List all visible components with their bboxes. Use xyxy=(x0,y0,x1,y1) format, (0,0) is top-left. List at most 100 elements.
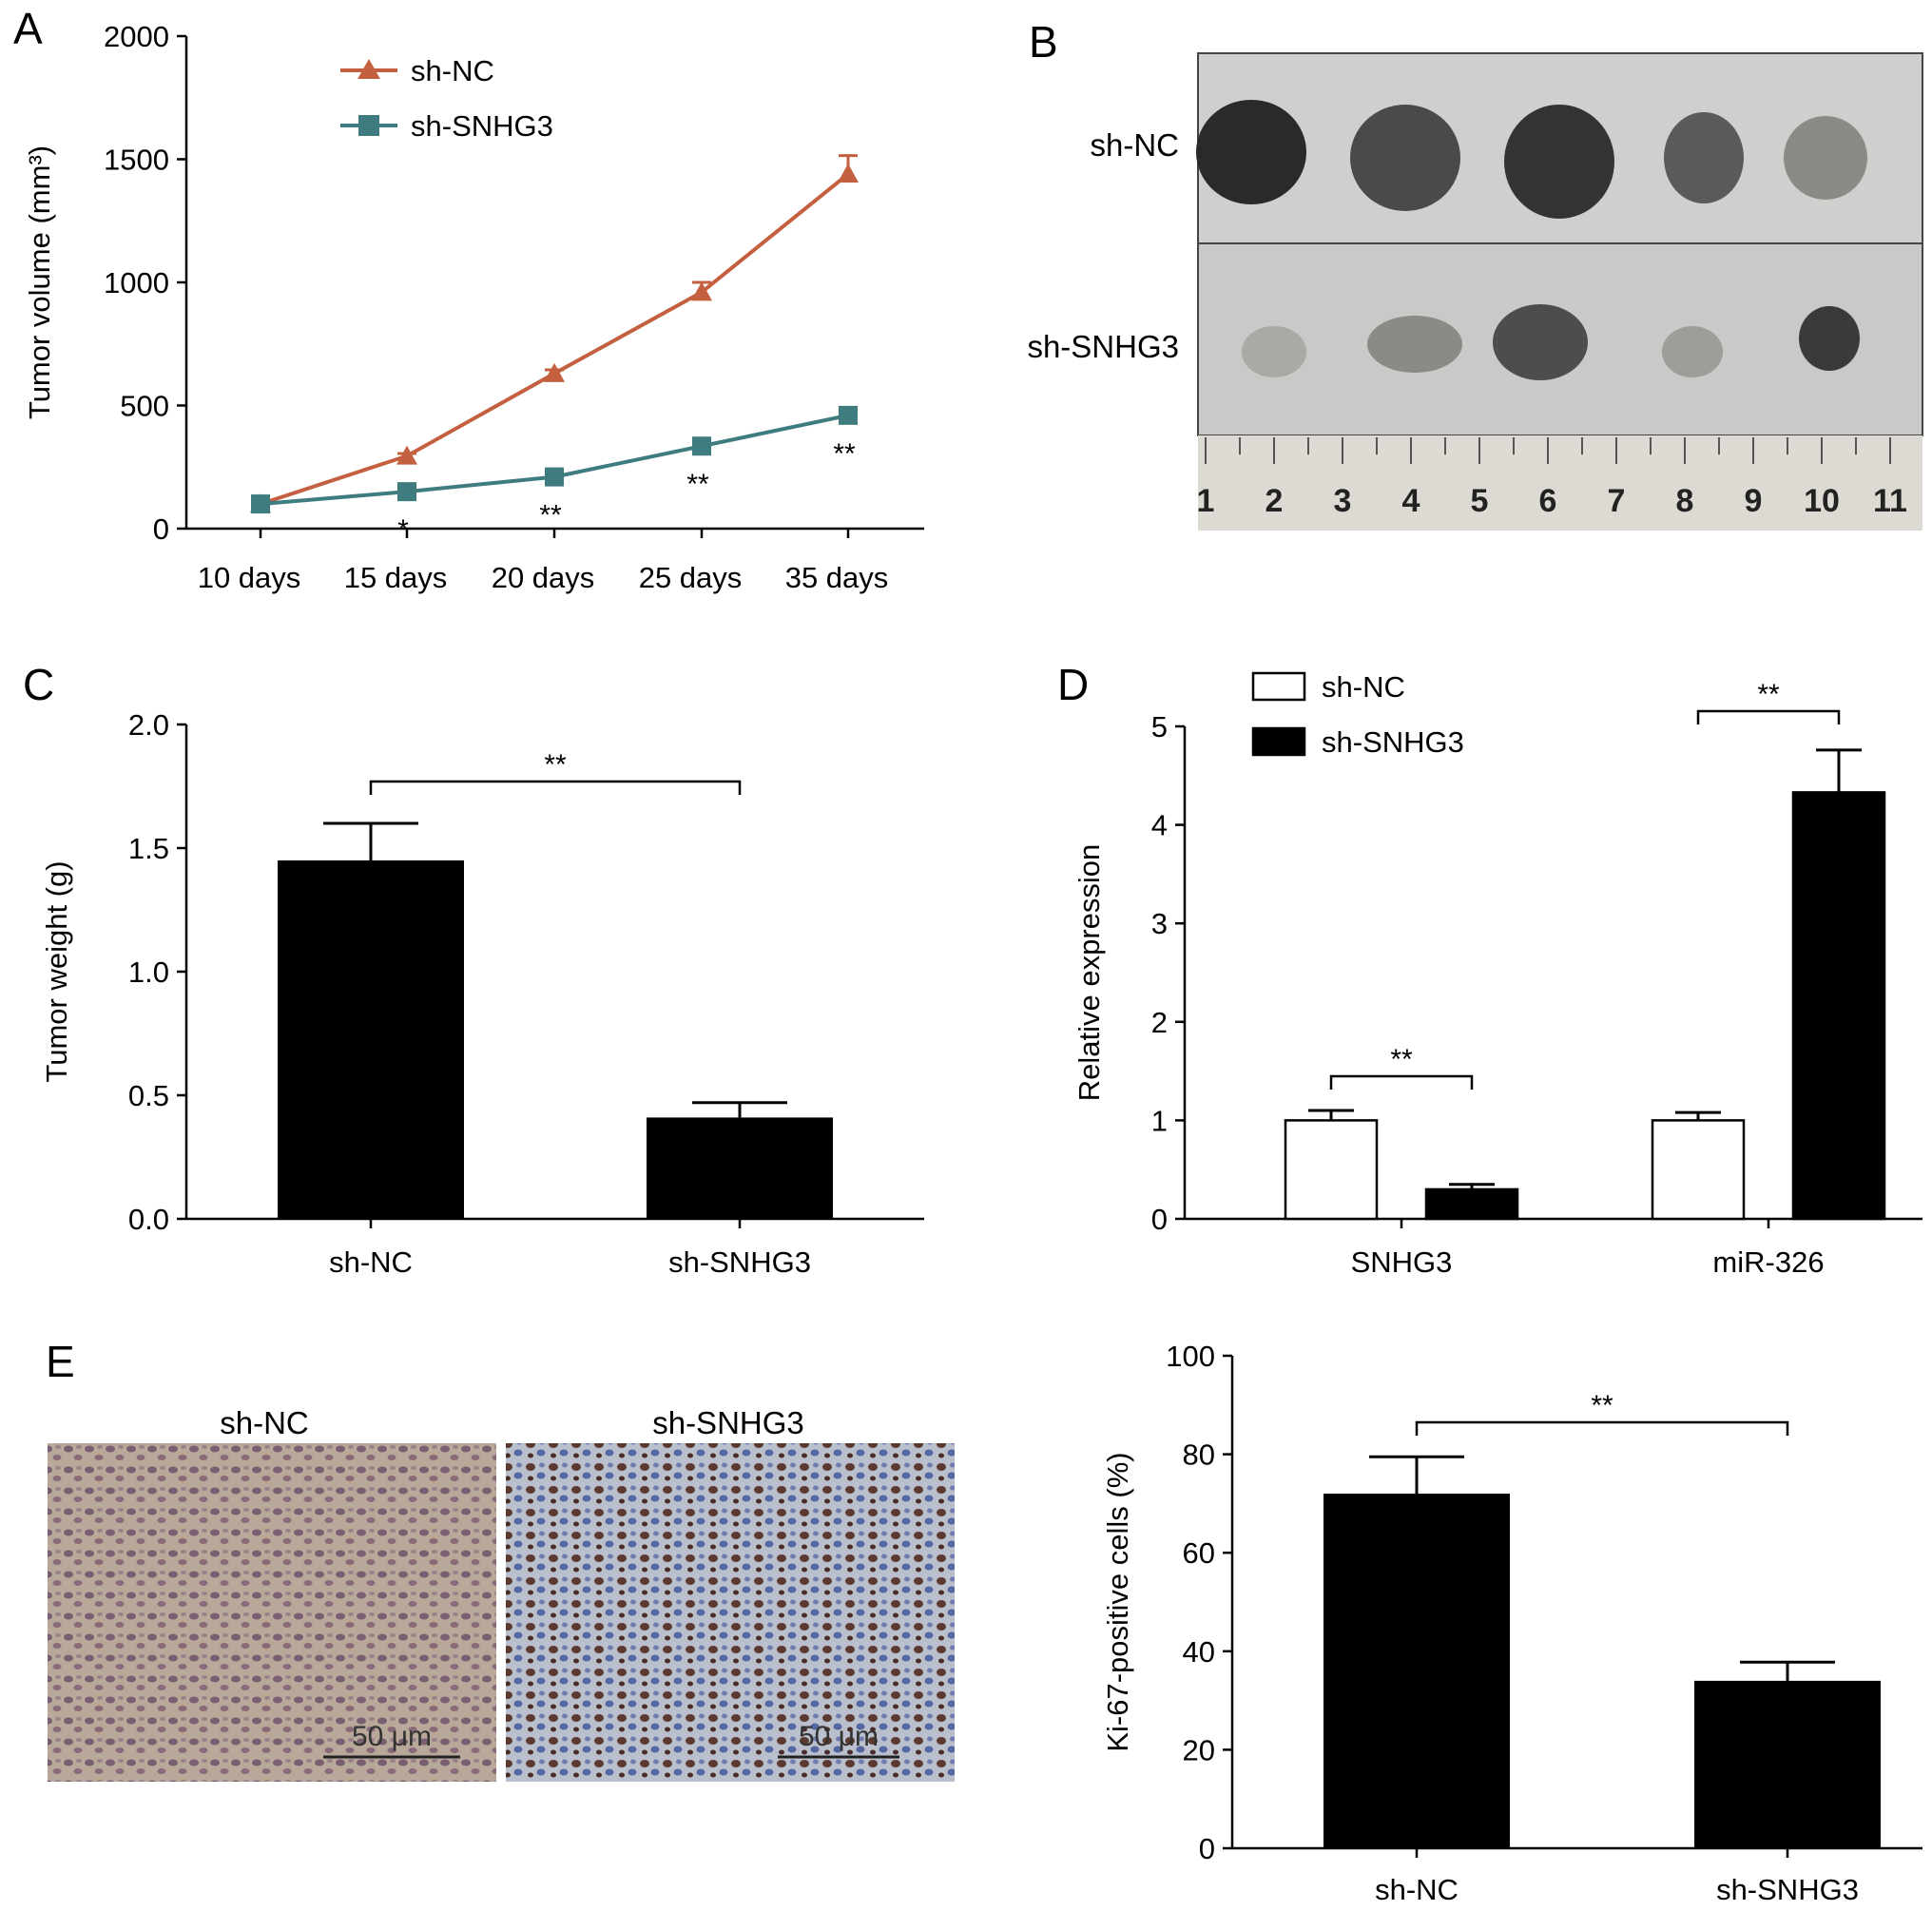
ihc-image-sh-snhg3 xyxy=(506,1443,955,1782)
ruler-number: 1 xyxy=(1197,483,1215,519)
y-tick-label: 4 xyxy=(1151,809,1168,842)
x-tick-label: sh-NC xyxy=(1375,1873,1459,1906)
ruler-number: 10 xyxy=(1804,483,1840,519)
tumor-sh-snhg3 xyxy=(1662,326,1723,377)
significance-bracket xyxy=(1329,1074,1474,1090)
data-point xyxy=(397,482,416,502)
chart-relative-expression: 0 1 2 3 4 5 Relative expression SNHG3 miR-326 ** *… xyxy=(1072,670,1922,1279)
y-axis-label: Tumor weight (g) xyxy=(40,860,73,1082)
x-tick-label: 10 days xyxy=(198,561,301,594)
y-tick-label: 100 xyxy=(1166,1340,1215,1373)
legend-label: sh-SNHG3 xyxy=(1322,725,1464,759)
y-tick-label: 20 xyxy=(1183,1733,1215,1766)
ruler-number: 3 xyxy=(1334,483,1352,519)
x-tick-label: sh-SNHG3 xyxy=(1716,1873,1859,1906)
bar-sh-SNHG3 xyxy=(647,1117,833,1219)
legend-label: sh-NC xyxy=(411,54,494,87)
significance-label: ** xyxy=(1390,1044,1413,1075)
significance-bracket xyxy=(1415,1420,1789,1436)
data-point xyxy=(544,362,565,382)
panel-label-e: E xyxy=(46,1337,75,1386)
y-tick-label: 5 xyxy=(1151,710,1168,743)
tumor-sh-snhg3 xyxy=(1367,316,1462,373)
chart-tumor-weight: 0.0 0.5 1.0 1.5 2.0 Tumor weight (g) sh-NC sh-S… xyxy=(40,708,924,1279)
panel-label-d: D xyxy=(1057,660,1089,709)
y-tick-label: 3 xyxy=(1151,907,1168,940)
bar-sh-SNHG3-SNHG3 xyxy=(1424,1187,1519,1221)
y-tick-label: 2.0 xyxy=(128,708,169,742)
x-tick-label: sh-SNHG3 xyxy=(668,1245,811,1279)
ihc-label-sh-nc: sh-NC xyxy=(220,1405,309,1440)
tumor-sh-nc xyxy=(1504,105,1614,219)
ihc-images: sh-NC sh-SNHG3 50 μm 50 μm xyxy=(48,1405,955,1782)
ihc-label-sh-snhg3: sh-SNHG3 xyxy=(652,1405,804,1440)
ruler-number: 6 xyxy=(1539,483,1557,519)
legend-label: sh-SNHG3 xyxy=(411,109,553,143)
panel-label-a: A xyxy=(13,4,43,53)
ihc-image-sh-nc xyxy=(48,1443,496,1782)
ruler-number: 8 xyxy=(1676,483,1694,519)
tumor-sh-snhg3 xyxy=(1799,306,1860,371)
data-point xyxy=(839,405,858,425)
x-tick-label: SNHG3 xyxy=(1351,1245,1453,1279)
significance-marker: ** xyxy=(539,500,562,531)
tumor-sh-nc xyxy=(1664,112,1744,203)
tumor-sh-snhg3 xyxy=(1493,304,1588,380)
photo-row-label-sh-nc: sh-NC xyxy=(1090,127,1179,163)
y-tick-label: 1.5 xyxy=(128,832,169,865)
y-axis-label: Tumor volume (mm³) xyxy=(23,145,56,419)
bar-sh-NC-SNHG3 xyxy=(1284,1119,1379,1221)
x-tick-label: sh-NC xyxy=(329,1245,413,1279)
data-point xyxy=(692,436,711,456)
data-point xyxy=(838,164,859,183)
bar-sh-NC-miR-326 xyxy=(1651,1119,1746,1221)
significance-marker: ** xyxy=(686,469,709,500)
scale-bar-label-sh-snhg3: 50 μm xyxy=(799,1721,879,1752)
significance-bracket xyxy=(369,780,742,795)
legend-marker xyxy=(357,59,380,79)
ruler-number: 11 xyxy=(1873,483,1907,519)
ruler-numbers: 1 2 3 4 5 6 7 8 9 10 11 xyxy=(1197,483,1907,519)
ruler-number: 4 xyxy=(1402,483,1420,519)
y-tick-label: 1500 xyxy=(104,144,169,177)
tumor-sh-snhg3 xyxy=(1242,326,1306,377)
photo-row-label-sh-snhg3: sh-SNHG3 xyxy=(1027,329,1179,364)
panel-label-b: B xyxy=(1029,17,1058,67)
legend-swatch xyxy=(1251,671,1306,702)
bar-sh-NC xyxy=(1323,1494,1510,1848)
significance-label: ** xyxy=(1757,679,1780,710)
bar-sh-SNHG3-miR-326 xyxy=(1791,791,1886,1221)
chart-tumor-volume: 0 500 1000 1500 2000 Tumor volume (mm³) 10 day… xyxy=(23,20,924,594)
y-tick-label: 40 xyxy=(1183,1635,1215,1669)
ruler xyxy=(1198,435,1922,531)
ruler-ticks xyxy=(1205,437,1891,464)
tumor-sh-nc xyxy=(1196,100,1306,204)
x-tick-label: 15 days xyxy=(344,561,448,594)
scale-bar-label-sh-nc: 50 μm xyxy=(352,1721,432,1752)
significance-label: ** xyxy=(544,749,567,781)
y-axis-label: Ki-67-positive cells (%) xyxy=(1101,1452,1134,1751)
ruler-number: 9 xyxy=(1745,483,1763,519)
x-tick-label: 35 days xyxy=(785,561,889,594)
ruler-number: 2 xyxy=(1265,483,1284,519)
y-tick-label: 500 xyxy=(120,390,169,423)
significance-label: ** xyxy=(1591,1390,1613,1421)
significance-bracket xyxy=(1696,709,1841,724)
series-line-sh-NC xyxy=(260,172,850,507)
data-point xyxy=(545,467,564,487)
data-point xyxy=(396,445,417,465)
legend-marker xyxy=(358,115,379,136)
y-tick-label: 0 xyxy=(1151,1203,1168,1236)
y-axis-label: Relative expression xyxy=(1072,844,1106,1102)
y-tick-label: 0 xyxy=(1199,1832,1215,1865)
y-tick-label: 0.5 xyxy=(128,1079,169,1112)
ruler-number: 5 xyxy=(1471,483,1489,519)
y-tick-label: 1000 xyxy=(104,266,169,299)
tumor-sh-nc xyxy=(1350,105,1460,211)
tumor-sh-nc xyxy=(1784,116,1867,200)
y-tick-label: 1 xyxy=(1151,1104,1168,1137)
significance-marker: * xyxy=(397,514,409,546)
y-tick-label: 0 xyxy=(153,512,169,546)
y-tick-label: 0.0 xyxy=(128,1203,169,1236)
